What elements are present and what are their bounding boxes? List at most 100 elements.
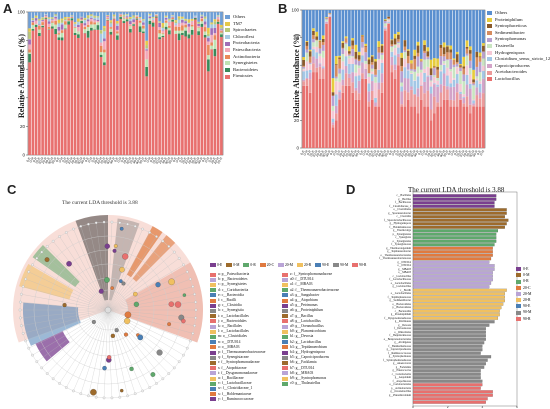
clade-legend-swatch bbox=[282, 376, 288, 381]
clade-branch bbox=[107, 294, 195, 311]
bar-segment bbox=[77, 18, 80, 22]
x-tick-label: 20-E bbox=[456, 150, 463, 158]
x-tick-label: 0-R bbox=[365, 149, 371, 156]
bar-segment bbox=[54, 24, 57, 29]
bar-segment bbox=[468, 113, 472, 148]
plot-frame bbox=[27, 11, 224, 156]
x-tick-label: 20-E bbox=[397, 150, 404, 158]
bar-segment bbox=[410, 86, 413, 90]
lda-legend-label: 90-R bbox=[523, 316, 531, 321]
bar-segment bbox=[54, 28, 57, 35]
bar-segment bbox=[341, 42, 345, 48]
clade-sector bbox=[109, 218, 140, 301]
clade-legend-item: h: c__Synergistia bbox=[210, 308, 265, 314]
clade-branch bbox=[53, 241, 109, 311]
clade-branch bbox=[107, 309, 128, 396]
lda-legend-item: 90-M bbox=[516, 309, 531, 315]
x-tick-label: 0-E bbox=[55, 157, 61, 163]
bar-segment bbox=[93, 24, 96, 30]
bar-segment bbox=[341, 85, 345, 93]
lda-axis-tick: 6 bbox=[516, 405, 518, 408]
bar-segment bbox=[370, 71, 374, 75]
bar-segment bbox=[344, 73, 348, 86]
bar-segment bbox=[116, 31, 119, 34]
bar-segment bbox=[184, 19, 187, 21]
bar-segment bbox=[132, 22, 135, 24]
bar-segment bbox=[103, 38, 106, 42]
y-tick-label: 60 bbox=[294, 63, 300, 68]
bar-segment bbox=[31, 30, 35, 156]
bar-segment bbox=[90, 14, 93, 16]
bar-segment bbox=[334, 105, 338, 114]
bar-segment bbox=[410, 106, 413, 148]
clade-legend-item: x: f__Holdemaniaceae bbox=[210, 392, 265, 397]
bar-segment bbox=[426, 57, 430, 60]
bar-segment bbox=[194, 12, 197, 16]
plot-frame bbox=[301, 9, 486, 149]
lda-bar bbox=[412, 232, 497, 236]
lda-label: f__Burkholderiaceae bbox=[388, 344, 411, 348]
bar-segment bbox=[28, 53, 31, 63]
clade-node bbox=[167, 245, 171, 248]
bar-segment bbox=[455, 54, 459, 63]
bar-segment bbox=[367, 91, 371, 102]
bar-segment bbox=[125, 18, 129, 20]
bar-segment bbox=[184, 24, 187, 28]
bar-segment bbox=[331, 95, 335, 106]
bar-segment bbox=[302, 57, 305, 60]
clade-node bbox=[87, 222, 90, 226]
legend-label: Proteiniphilum bbox=[495, 16, 523, 22]
lda-legend-swatch bbox=[516, 298, 521, 303]
bar-segment bbox=[478, 106, 482, 148]
bar-segment bbox=[125, 12, 129, 15]
bar-segment bbox=[439, 64, 443, 71]
bar-segment bbox=[478, 98, 482, 107]
bar-segment bbox=[216, 23, 220, 155]
lda-label: c__Clostridia bbox=[396, 215, 411, 218]
bar-segment bbox=[426, 75, 430, 77]
bar-segment bbox=[77, 22, 80, 25]
bar-segment bbox=[433, 68, 436, 76]
bar-segment bbox=[67, 18, 70, 21]
bar-segment bbox=[308, 64, 312, 70]
bar-segment bbox=[341, 61, 345, 70]
bar-segment bbox=[51, 18, 54, 20]
lda-bar bbox=[412, 271, 493, 275]
bar-segment bbox=[465, 46, 469, 49]
clade-legend-swatch bbox=[210, 272, 216, 277]
legend-swatch bbox=[225, 68, 230, 73]
clade-node bbox=[189, 277, 192, 281]
clade-branch bbox=[107, 309, 184, 356]
clade-node bbox=[119, 266, 125, 273]
bar-segment bbox=[331, 118, 335, 123]
x-tick-label: 0-M bbox=[303, 149, 309, 156]
bar-segment bbox=[361, 73, 364, 79]
x-tick-label: 0-M bbox=[450, 149, 456, 156]
bar-segment bbox=[44, 16, 48, 17]
bar-segment bbox=[383, 20, 387, 22]
clade-legend-label: b3: g__Tepidanaerobium bbox=[290, 344, 327, 349]
bar-segment bbox=[305, 41, 309, 46]
bar-segment bbox=[57, 23, 61, 27]
lda-legend-item: 0-R bbox=[516, 278, 531, 284]
lda-legend-label: 90-E bbox=[523, 304, 531, 309]
lda-bar bbox=[412, 344, 483, 348]
clade-legend-item: a5: g__Petrimonas bbox=[282, 303, 339, 308]
bar-segment bbox=[174, 12, 178, 21]
bar-segment bbox=[455, 106, 459, 148]
bar-segment bbox=[70, 20, 74, 155]
bar-segment bbox=[220, 32, 223, 35]
lda-label: f__Ruminococcaceae bbox=[387, 351, 411, 355]
bar-segment bbox=[416, 113, 420, 148]
bar-segment bbox=[96, 17, 100, 20]
bar-segment bbox=[207, 33, 210, 37]
bar-segment bbox=[122, 23, 126, 155]
bar-segment bbox=[73, 35, 77, 156]
bar-segment bbox=[334, 78, 338, 82]
bar-segment bbox=[302, 71, 305, 80]
bar-segment bbox=[106, 20, 109, 155]
bar-segment bbox=[161, 12, 165, 23]
bar-segment bbox=[446, 99, 449, 148]
bar-segment bbox=[103, 65, 106, 155]
